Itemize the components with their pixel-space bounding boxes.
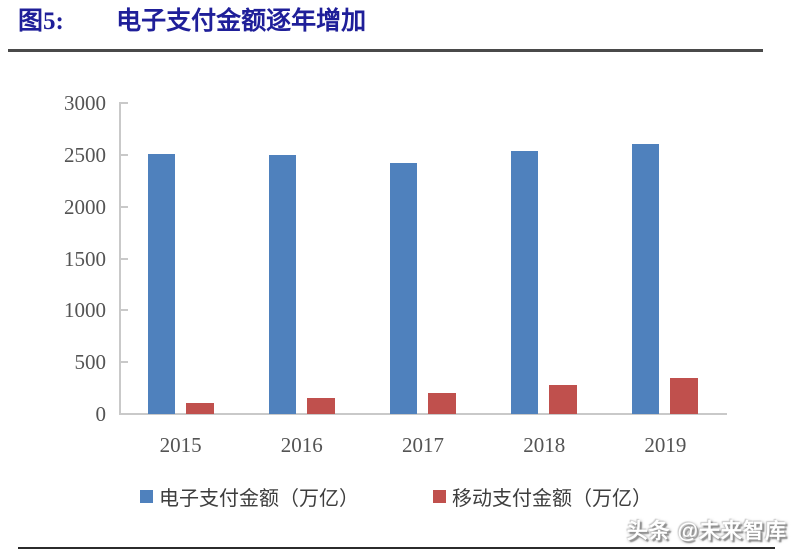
watermark-toutiao: 头条 @未来智库 (626, 520, 787, 543)
bar-mobile-2015 (185, 402, 214, 414)
y-axis-tick-label: 2000 (64, 194, 106, 219)
figure-number-label: 图5: (18, 8, 64, 35)
y-axis-tick-label: 2500 (64, 142, 106, 167)
x-axis-label-2018: 2018 (523, 433, 566, 457)
legend-item-electronic: 电子支付金额（万亿） (140, 482, 359, 511)
page-bottom-rule (18, 547, 775, 549)
legend-label-mobile: 移动支付金额（万亿） (452, 488, 652, 510)
chart-legend: 电子支付金额（万亿） 移动支付金额（万亿） (76, 482, 716, 511)
y-axis-tick (119, 309, 128, 312)
bar-mobile-2016 (306, 397, 335, 414)
y-axis-tick-label: 3000 (64, 91, 106, 115)
figure-header: 图5: 电子支付金额逐年增加 (18, 7, 366, 37)
y-axis-tick-label: 500 (74, 350, 107, 375)
figure-title: 电子支付金额逐年增加 (116, 8, 367, 35)
x-axis-label-2016: 2016 (280, 433, 323, 457)
y-axis-tick (119, 361, 128, 364)
legend-swatch-electronic (140, 490, 153, 503)
title-underline-rule (8, 49, 763, 52)
y-axis-tick (119, 153, 128, 156)
bar-mobile-2017 (428, 392, 456, 414)
legend-swatch-mobile (433, 490, 446, 503)
legend-item-mobile: 移动支付金额（万亿） (433, 482, 652, 511)
bar-electronic-2016 (268, 155, 296, 414)
y-axis-tick-label: 1000 (64, 298, 106, 323)
bar-electronic-2017 (390, 163, 417, 414)
x-axis-baseline (119, 413, 727, 415)
bar-electronic-2015 (147, 154, 175, 414)
y-axis-tick (119, 205, 128, 208)
x-axis-label-2015: 2015 (159, 433, 202, 457)
y-axis-tick-label: 1500 (64, 246, 106, 271)
legend-label-electronic: 电子支付金额（万亿） (159, 488, 359, 510)
x-axis-label-2019: 2019 (644, 433, 687, 457)
y-axis-tick-label: 0 (95, 402, 107, 426)
bar-electronic-2019 (632, 143, 660, 414)
y-axis-tick (119, 413, 128, 415)
bar-mobile-2019 (670, 378, 699, 414)
payment-bar-chart: 3000 2500 2000 1500 1000 500 0 2015 2016 2017 2018… (64, 91, 727, 457)
bar-mobile-2018 (549, 385, 578, 414)
y-axis-tick (119, 102, 128, 104)
y-axis-tick (119, 257, 128, 260)
bar-electronic-2018 (511, 150, 539, 414)
x-axis-label-2017: 2017 (402, 433, 444, 457)
